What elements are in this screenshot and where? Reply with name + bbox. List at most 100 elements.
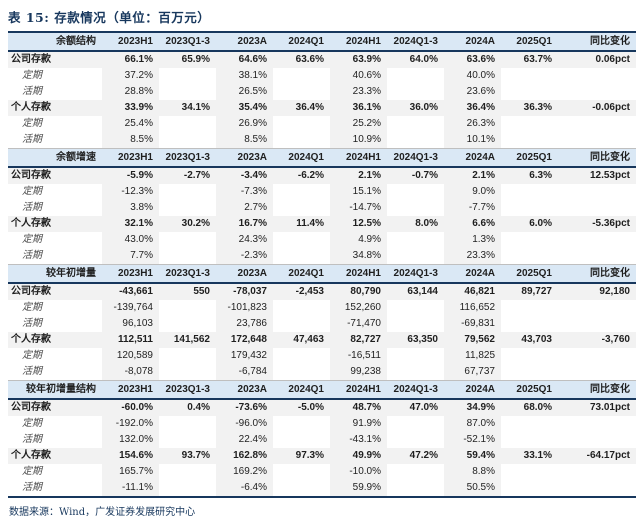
cell: 64.6% [216, 51, 273, 68]
cell [501, 300, 558, 316]
section-title: 余额增速 [8, 148, 102, 168]
column-header: 同比变化 [558, 380, 636, 400]
cell [387, 416, 444, 432]
cell [501, 84, 558, 100]
cell: 47.2% [387, 448, 444, 464]
cell [273, 248, 330, 265]
column-header: 同比变化 [558, 264, 636, 284]
cell: -5.0% [273, 399, 330, 416]
cell: 112,511 [102, 332, 159, 348]
cell [159, 68, 216, 84]
column-header: 2023H1 [102, 148, 159, 168]
cell [387, 200, 444, 216]
cell [159, 200, 216, 216]
cell [501, 316, 558, 332]
cell [273, 416, 330, 432]
column-header: 2024A [444, 380, 501, 400]
cell: 25.2% [330, 116, 387, 132]
deposit-table: 余额结构 2023H1 2023Q1-3 2023A 2024Q1 2024H1 2024Q… [8, 31, 636, 498]
section-title: 较年初增量 [8, 264, 102, 284]
column-header: 2023Q1-3 [159, 148, 216, 168]
cell [273, 464, 330, 480]
cell: 8.5% [102, 132, 159, 149]
row-label: 定期 [22, 70, 42, 81]
cell: 23.6% [444, 84, 501, 100]
cell: 82,727 [330, 332, 387, 348]
cell [387, 116, 444, 132]
row-label: 公司存款 [8, 167, 102, 184]
cell [159, 248, 216, 265]
table-row: 定期 37.2% 38.1% 40.6% 40.0% [8, 68, 636, 84]
cell [159, 480, 216, 497]
row-label: 活期 [22, 482, 42, 493]
column-header: 2024H1 [330, 380, 387, 400]
cell: 132.0% [102, 432, 159, 448]
cell [387, 348, 444, 364]
cell: 22.4% [216, 432, 273, 448]
cell: 4.9% [330, 232, 387, 248]
cell [159, 232, 216, 248]
cell: 116,652 [444, 300, 501, 316]
cell [159, 432, 216, 448]
cell: 33.9% [102, 100, 159, 116]
cell: -2.7% [159, 167, 216, 184]
cell [273, 84, 330, 100]
cell [501, 480, 558, 497]
cell: 65.9% [159, 51, 216, 68]
cell: 47,463 [273, 332, 330, 348]
cell: 40.6% [330, 68, 387, 84]
cell: 36.3% [501, 100, 558, 116]
cell: 154.6% [102, 448, 159, 464]
cell [387, 248, 444, 265]
cell: 23.3% [330, 84, 387, 100]
column-header: 2024Q1 [273, 264, 330, 284]
cell [501, 416, 558, 432]
cell: -3,760 [558, 332, 636, 348]
cell [558, 68, 636, 84]
cell: 47.0% [387, 399, 444, 416]
row-label: 活期 [22, 134, 42, 145]
cell: 24.3% [216, 232, 273, 248]
cell: 66.1% [102, 51, 159, 68]
cell: -7.3% [216, 184, 273, 200]
cell: 99,238 [330, 364, 387, 381]
column-header: 2023Q1-3 [159, 32, 216, 52]
cell: 23,786 [216, 316, 273, 332]
cell: 36.4% [444, 100, 501, 116]
cell [558, 84, 636, 100]
cell: 23.3% [444, 248, 501, 265]
cell: 6.0% [501, 216, 558, 232]
cell: 10.1% [444, 132, 501, 149]
cell: 6.6% [444, 216, 501, 232]
cell [558, 364, 636, 381]
table-row: 公司存款 66.1% 65.9% 64.6% 63.6% 63.9% 64.0% 63.6% 6… [8, 51, 636, 68]
cell: -139,764 [102, 300, 159, 316]
cell [159, 116, 216, 132]
row-label: 定期 [22, 466, 42, 477]
cell: 48.7% [330, 399, 387, 416]
cell: -0.7% [387, 167, 444, 184]
cell [387, 432, 444, 448]
cell: 63,144 [387, 283, 444, 300]
table-row: 活期 8.5% 8.5% 10.9% 10.1% [8, 132, 636, 149]
cell [558, 232, 636, 248]
row-label: 定期 [22, 350, 42, 361]
column-header: 2024Q1-3 [387, 264, 444, 284]
cell [501, 132, 558, 149]
section-header-row: 余额结构 2023H1 2023Q1-3 2023A 2024Q1 2024H1 2024Q… [8, 32, 636, 52]
column-header: 2023Q1-3 [159, 380, 216, 400]
row-label: 定期 [22, 418, 42, 429]
cell: 63.6% [273, 51, 330, 68]
row-label: 公司存款 [8, 399, 102, 416]
section-header-row: 余额增速 2023H1 2023Q1-3 2023A 2024Q1 2024H1 2024Q… [8, 148, 636, 168]
cell: 2.7% [216, 200, 273, 216]
column-header: 2023A [216, 32, 273, 52]
cell: -0.06pct [558, 100, 636, 116]
cell [558, 300, 636, 316]
cell: -96.0% [216, 416, 273, 432]
section-header-row: 较年初增量 2023H1 2023Q1-3 2023A 2024Q1 2024H1 2024… [8, 264, 636, 284]
cell: -6.4% [216, 480, 273, 497]
deposit-table-body: 余额结构 2023H1 2023Q1-3 2023A 2024Q1 2024H1 2024Q… [8, 32, 636, 497]
cell: 12.5% [330, 216, 387, 232]
cell: -43.1% [330, 432, 387, 448]
